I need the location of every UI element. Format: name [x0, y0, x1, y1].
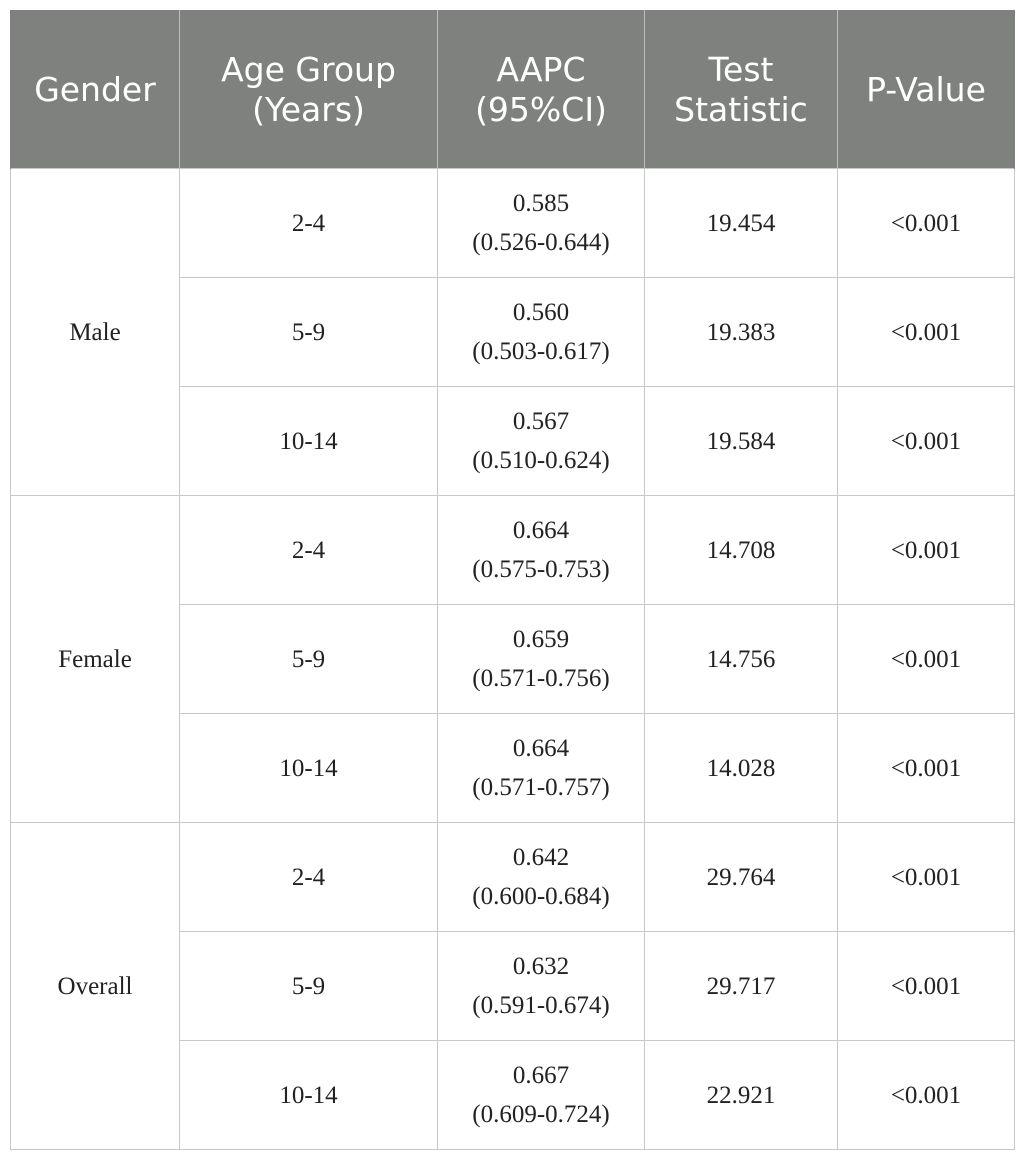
age-group-cell: 10-14 [179, 713, 438, 823]
header-age-group: Age Group (Years) [179, 10, 438, 169]
aapc-cell: 0.632 (0.591-0.674) [437, 931, 645, 1041]
aapc-ci: (0.503-0.617) [472, 338, 610, 365]
table-row: 5-9 0.632 (0.591-0.674) 29.717 <0.001 [11, 931, 1015, 1041]
p-value-cell: <0.001 [837, 1040, 1015, 1150]
test-statistic-cell: 22.921 [644, 1040, 838, 1150]
age-group-cell: 5-9 [179, 931, 438, 1041]
aapc-ci: (0.510-0.624) [472, 447, 610, 474]
table-row: 5-9 0.659 (0.571-0.756) 14.756 <0.001 [11, 604, 1015, 714]
gender-cell: Female [10, 495, 180, 823]
table-header: Gender Age Group (Years) AAPC (95%CI) Te… [10, 10, 1015, 169]
age-group-cell: 2-4 [179, 822, 438, 932]
age-group-cell: 10-14 [179, 386, 438, 496]
aapc-cell: 0.585 (0.526-0.644) [437, 168, 645, 278]
aapc-value: 0.664 [512, 735, 570, 762]
age-group-cell: 10-14 [179, 1040, 438, 1150]
test-statistic-cell: 29.764 [644, 822, 838, 932]
test-statistic-cell: 14.708 [644, 495, 838, 605]
age-group-cell: 2-4 [179, 168, 438, 278]
aapc-cell: 0.664 (0.575-0.753) [437, 495, 645, 605]
table-row: Female 2-4 0.664 (0.575-0.753) 14.708 <0.… [10, 495, 1015, 823]
header-aapc: AAPC (95%CI) [437, 10, 645, 169]
aapc-ci: (0.526-0.644) [472, 229, 610, 256]
header-gender: Gender [10, 10, 180, 169]
aapc-cell: 0.567 (0.510-0.624) [437, 386, 645, 496]
test-statistic-cell: 14.028 [644, 713, 838, 823]
header-p-value: P-Value [837, 10, 1015, 169]
aapc-ci: (0.571-0.756) [472, 665, 610, 692]
test-statistic-cell: 19.454 [644, 168, 838, 278]
aapc-cell: 0.560 (0.503-0.617) [437, 277, 645, 387]
p-value-cell: <0.001 [837, 822, 1015, 932]
aapc-value: 0.567 [512, 408, 570, 435]
p-value-cell: <0.001 [837, 713, 1015, 823]
aapc-value: 0.642 [512, 844, 570, 871]
aapc-ci: (0.591-0.674) [472, 992, 610, 1019]
aapc-cell: 0.664 (0.571-0.757) [437, 713, 645, 823]
aapc-value: 0.585 [512, 190, 570, 217]
gender-cell: Male [10, 168, 180, 496]
p-value-cell: <0.001 [837, 604, 1015, 714]
p-value-cell: <0.001 [837, 495, 1015, 605]
aapc-ci: (0.600-0.684) [472, 883, 610, 910]
table-row: 10-14 0.664 (0.571-0.757) 14.028 <0.001 [11, 713, 1015, 823]
aapc-value: 0.659 [512, 626, 570, 653]
age-group-cell: 2-4 [179, 495, 438, 605]
aapc-table: Gender Age Group (Years) AAPC (95%CI) Te… [10, 10, 1015, 1150]
p-value-cell: <0.001 [837, 277, 1015, 387]
aapc-table-container: Gender Age Group (Years) AAPC (95%CI) Te… [10, 10, 1015, 1150]
aapc-value: 0.560 [512, 299, 570, 326]
table-row: Overall 2-4 0.642 (0.600-0.684) 29.764 <0… [10, 822, 1015, 1150]
aapc-cell: 0.659 (0.571-0.756) [437, 604, 645, 714]
aapc-value: 0.664 [512, 517, 570, 544]
age-group-cell: 5-9 [179, 277, 438, 387]
p-value-cell: <0.001 [837, 168, 1015, 278]
aapc-ci: (0.609-0.724) [472, 1101, 610, 1128]
header-test-statistic: Test Statistic [644, 10, 838, 169]
test-statistic-cell: 19.383 [644, 277, 838, 387]
table-body: Male 2-4 0.585 (0.526-0.644) 19.454 <0.00… [10, 168, 1015, 1150]
aapc-ci: (0.571-0.757) [472, 774, 610, 801]
aapc-cell: 0.642 (0.600-0.684) [437, 822, 645, 932]
aapc-cell: 0.667 (0.609-0.724) [437, 1040, 645, 1150]
age-group-cell: 5-9 [179, 604, 438, 714]
aapc-value: 0.632 [512, 953, 570, 980]
gender-cell: Overall [10, 822, 180, 1150]
table-row: 10-14 0.567 (0.510-0.624) 19.584 <0.001 [11, 386, 1015, 496]
aapc-value: 0.667 [512, 1062, 570, 1089]
aapc-ci: (0.575-0.753) [472, 556, 610, 583]
p-value-cell: <0.001 [837, 386, 1015, 496]
test-statistic-cell: 14.756 [644, 604, 838, 714]
table-row: Male 2-4 0.585 (0.526-0.644) 19.454 <0.00… [10, 168, 1015, 496]
table-row: 10-14 0.667 (0.609-0.724) 22.921 <0.001 [11, 1040, 1015, 1150]
table-row: 5-9 0.560 (0.503-0.617) 19.383 <0.001 [11, 277, 1015, 387]
test-statistic-cell: 29.717 [644, 931, 838, 1041]
header-row: Gender Age Group (Years) AAPC (95%CI) Te… [10, 10, 1015, 169]
test-statistic-cell: 19.584 [644, 386, 838, 496]
p-value-cell: <0.001 [837, 931, 1015, 1041]
